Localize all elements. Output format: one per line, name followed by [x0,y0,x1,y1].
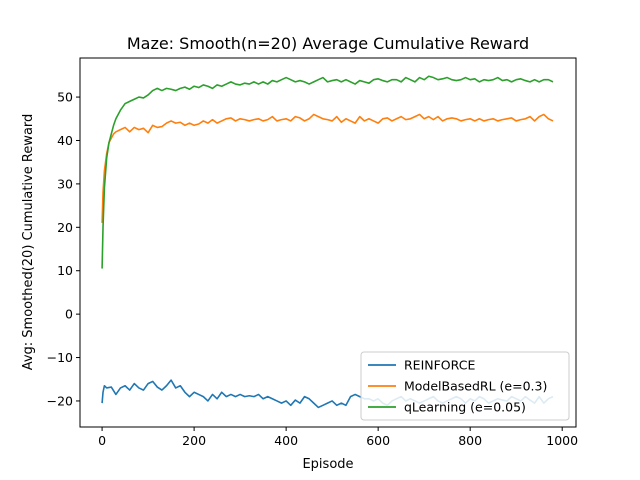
legend-label: qLearning (e=0.05) [404,400,526,415]
y-tick-label: 0 [65,307,73,322]
y-tick-label: 10 [57,263,73,278]
legend-label: REINFORCE [404,358,475,373]
legend-label: ModelBasedRL (e=0.3) [404,379,547,394]
legend-box [360,351,570,421]
x-tick-label: 600 [366,433,390,448]
x-tick-label: 1000 [546,433,578,448]
series-line-modelbasedrl-e-0-3 [101,113,554,223]
x-tick-label: 0 [98,433,106,448]
x-tick-label: 200 [182,433,206,448]
x-tick-label: 400 [274,433,298,448]
x-tick-label: 800 [458,433,482,448]
y-tick-label: 20 [57,220,73,235]
y-axis-label: Avg: Smoothed(20) Cumulative Reward [21,114,36,371]
y-tick-label: 40 [57,133,73,148]
y-tick-label: −20 [47,393,73,408]
legend: REINFORCE ModelBasedRL (e=0.3) qLearning (… [360,351,570,421]
y-tick-label: 50 [57,90,73,105]
series-line-qlearning-e-0-05 [101,75,554,269]
plot-frame [79,57,577,428]
y-axis: −20 −10 0 10 20 30 40 50 [47,90,80,408]
chart-title: Maze: Smooth(n=20) Average Cumulative Re… [127,34,529,53]
x-axis: 0 200 400 600 800 1000 [98,427,578,448]
x-axis-label: Episode [302,457,353,472]
y-tick-label: −10 [47,350,73,365]
y-tick-label: 30 [57,176,73,191]
